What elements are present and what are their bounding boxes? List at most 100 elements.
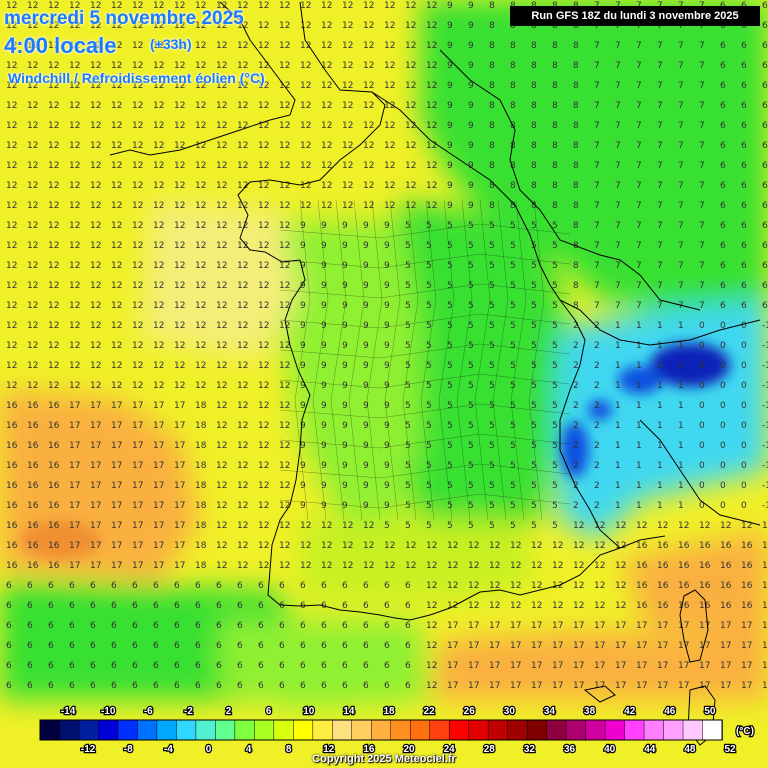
grid-value: 12 [132, 381, 143, 391]
grid-value: 7 [594, 161, 600, 171]
grid-value: 5 [510, 321, 516, 331]
grid-value: 6 [90, 641, 96, 651]
grid-value: 12 [258, 221, 269, 231]
grid-value: 7 [594, 201, 600, 211]
grid-value: 7 [699, 201, 705, 211]
grid-value: 12 [153, 381, 164, 391]
grid-value: 12 [27, 1, 38, 11]
grid-value: 12 [153, 21, 164, 31]
grid-value: 12 [195, 101, 206, 111]
grid-value: 6 [741, 141, 747, 151]
grid-value: 8 [552, 201, 558, 211]
grid-value: 9 [468, 61, 474, 71]
grid-value: 17 [153, 481, 164, 491]
grid-value: 12 [6, 281, 17, 291]
grid-value: 2 [594, 381, 600, 391]
grid-value: 12 [48, 221, 59, 231]
grid-value: 5 [510, 461, 516, 471]
grid-value: 0 [741, 461, 747, 471]
grid-value: 9 [363, 261, 369, 271]
grid-value: 8 [531, 101, 537, 111]
grid-value: 16 [48, 501, 60, 511]
grid-value: 7 [636, 21, 642, 31]
grid-value: 17 [132, 561, 143, 571]
grid-value: 12 [594, 561, 605, 571]
grid-value: 7 [678, 141, 684, 151]
grid-value: 6 [216, 641, 222, 651]
grid-value: 12 [363, 141, 374, 151]
grid-value: 12 [195, 341, 206, 351]
grid-value: 12 [90, 1, 101, 11]
grid-value: 9 [342, 281, 348, 291]
grid-value: 18 [195, 561, 207, 571]
grid-value: 17 [594, 621, 605, 631]
grid-value: 6 [174, 661, 180, 671]
grid-value: 6 [405, 681, 411, 691]
grid-value: 17 [153, 421, 164, 431]
grid-value: 12 [342, 561, 353, 571]
grid-value: 5 [405, 361, 411, 371]
grid-value: 5 [426, 261, 432, 271]
grid-value: 5 [489, 341, 495, 351]
grid-value: 12 [111, 221, 122, 231]
grid-value: 17 [657, 681, 668, 691]
grid-value: 12 [111, 201, 122, 211]
legend-label-top: -6 [144, 706, 153, 717]
grid-value: 0 [720, 381, 726, 391]
grid-value: 12 [216, 181, 227, 191]
grid-value: 12 [342, 41, 353, 51]
grid-value: 0 [720, 461, 726, 471]
grid-value: 12 [216, 141, 227, 151]
grid-value: 6 [363, 601, 369, 611]
grid-value: 6 [300, 661, 306, 671]
grid-value: 5 [447, 341, 453, 351]
grid-value: 17 [153, 521, 164, 531]
grid-value: 16 [6, 541, 18, 551]
grid-value: 0 [699, 501, 705, 511]
grid-value: 12 [279, 361, 290, 371]
grid-value: 9 [300, 361, 306, 371]
grid-value: 12 [153, 121, 164, 131]
grid-value: 6 [195, 601, 201, 611]
grid-value: 12 [447, 561, 458, 571]
grid-value: 7 [594, 301, 600, 311]
grid-value: 12 [69, 41, 80, 51]
department-line [279, 403, 571, 419]
grid-value: 12 [216, 201, 227, 211]
grid-value: 12 [111, 121, 122, 131]
grid-value: 1 [615, 321, 621, 331]
grid-value: 12 [132, 241, 143, 251]
grid-value: 0 [720, 401, 726, 411]
grid-value: 8 [531, 141, 537, 151]
grid-value: 6 [132, 661, 138, 671]
grid-value: 12 [237, 361, 248, 371]
grid-value: 6 [153, 641, 159, 651]
grid-value: 7 [678, 101, 684, 111]
grid-value: 8 [489, 201, 495, 211]
grid-value: 6 [69, 581, 75, 591]
grid-value: 6 [258, 581, 264, 591]
grid-value: 7 [678, 201, 684, 211]
grid-value: 12 [27, 181, 38, 191]
grid-value: 12 [237, 301, 248, 311]
grid-value: 12 [48, 281, 59, 291]
grid-value: 12 [27, 81, 38, 91]
grid-value: 16 [762, 581, 768, 591]
grid-value: 12 [48, 261, 59, 271]
legend-frame [39, 719, 723, 741]
grid-value: 12 [237, 561, 248, 571]
grid-value: 5 [426, 521, 432, 531]
grid-value: 12 [384, 161, 395, 171]
grid-value: 12 [552, 541, 563, 551]
grid-value: 12 [132, 281, 143, 291]
grid-value: 12 [405, 101, 416, 111]
grid-value: 7 [615, 121, 621, 131]
grid-value: 5 [510, 341, 516, 351]
grid-value: 12 [111, 261, 122, 271]
grid-value: 5 [510, 521, 516, 531]
grid-value: 17 [489, 661, 500, 671]
grid-value: 12 [69, 261, 80, 271]
grid-value: 12 [342, 521, 353, 531]
grid-value: 1 [678, 481, 684, 491]
